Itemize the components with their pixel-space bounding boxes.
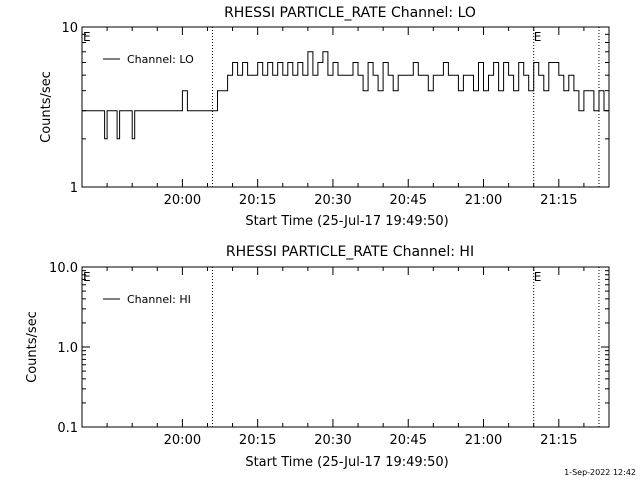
y-tick-label: 10.0 [49,261,78,276]
event-label: E [534,30,542,44]
y-tick-label: 1 [70,181,78,196]
x-ticks: 20:00 20:15 20:30 20:45 21:00 21:15 [81,267,610,448]
event-label: E [83,30,91,44]
x-tick-label: 21:15 [540,193,577,208]
x-axis-label: Start Time (25-Jul-17 19:49:50) [245,214,448,229]
chart-title: RHESSI PARTICLE_RATE Channel: LO [224,5,476,21]
panel-hi: RHESSI PARTICLE_RATE Channel: HI Counts/… [25,244,610,470]
plot-frame [81,26,610,188]
x-tick-label: 21:00 [465,433,502,448]
series-lines [82,51,610,140]
y-ticks: 0.1 1.0 10.0 [49,261,609,436]
y-axis-label: Counts/sec [39,71,54,143]
legend-label: Channel: LO [127,53,194,66]
x-tick-label: 21:00 [465,193,502,208]
legend-label: Channel: HI [127,293,191,306]
x-tick-label: 20:45 [390,193,427,208]
x-tick-label: 20:15 [239,193,276,208]
x-tick-label: 20:00 [164,193,201,208]
x-tick-label: 20:15 [239,433,276,448]
x-tick-label: 20:45 [390,433,427,448]
y-ticks: 1 10 [61,21,609,196]
x-tick-label: 20:30 [314,433,351,448]
chart-title: RHESSI PARTICLE_RATE Channel: HI [226,244,474,260]
y-tick-label: 0.1 [57,421,78,436]
event-label: E [83,270,91,284]
series-line [82,51,610,140]
y-tick-label: 1.0 [57,341,78,356]
event-label: E [534,270,542,284]
panel-lo: RHESSI PARTICLE_RATE Channel: LO Counts/… [39,5,610,229]
x-ticks: 20:00 20:15 20:30 20:45 21:00 21:15 [81,27,610,208]
x-tick-label: 21:15 [540,433,577,448]
plot-frame [81,266,610,428]
legend: Channel: LO [103,53,194,66]
footer-timestamp: 1-Sep-2022 12:42 [564,468,636,477]
legend: Channel: HI [103,293,191,306]
x-axis-label: Start Time (25-Jul-17 19:49:50) [245,455,448,470]
y-axis-label: Counts/sec [25,311,40,383]
x-tick-label: 20:30 [314,193,351,208]
y-tick-label: 10 [61,21,78,36]
x-tick-label: 20:00 [164,433,201,448]
